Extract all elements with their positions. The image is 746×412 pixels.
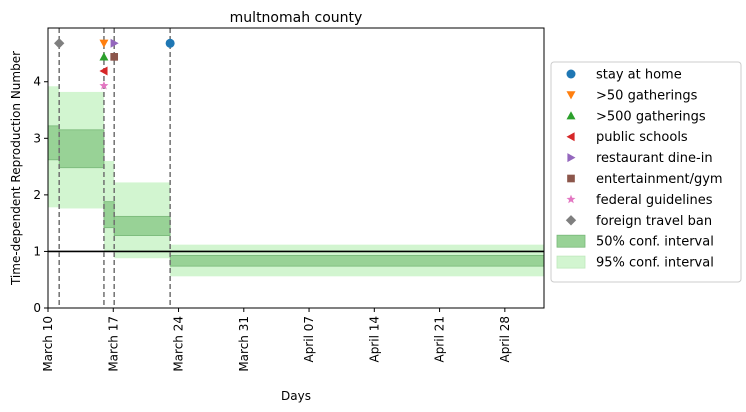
x-tick-label: April 21	[433, 316, 447, 363]
marker-restaurant-dine-in	[110, 38, 119, 48]
legend-marker-500-gatherings	[566, 111, 576, 120]
x-tick-label: April 07	[302, 316, 316, 363]
x-tick-label: March 10	[41, 316, 55, 372]
marker-500-gatherings	[99, 52, 109, 61]
x-axis-label: Days	[281, 389, 311, 403]
legend-label: stay at home	[596, 68, 682, 83]
x-tick-label: April 14	[367, 316, 381, 363]
legend-label: >50 gatherings	[596, 88, 698, 103]
legend-items: stay at home >50 gatherings >500 gathering…	[556, 68, 723, 271]
x-axis: March 10 March 17 March 24 March 31 April 07…	[41, 308, 512, 372]
y-tick-label: 3	[33, 131, 41, 145]
marker-stay-at-home	[165, 38, 175, 48]
ci50-band-segment-1	[47, 125, 60, 161]
legend-box	[550, 61, 742, 283]
y-tick-label: 2	[33, 188, 41, 202]
y-tick-label: 0	[33, 301, 41, 315]
legend-label: entertainment/gym	[596, 172, 723, 187]
y-tick-label: 4	[33, 75, 41, 89]
legend-swatch-50-conf-interval	[556, 234, 586, 248]
y-tick-label: 1	[33, 244, 41, 258]
marker-entertainment-gym	[110, 53, 119, 61]
ci50-band-segment-2	[58, 129, 105, 169]
legend: stay at home >50 gatherings >500 gathering…	[550, 61, 742, 283]
legend-marker-public-schools	[566, 132, 575, 142]
legend-marker-stay-at-home	[566, 69, 576, 79]
marker-50-gatherings	[99, 39, 109, 48]
legend-label: 95% conf. interval	[596, 256, 714, 271]
legend-marker-federal-guidelines	[566, 194, 576, 204]
ci50-band-segment-3	[103, 201, 115, 229]
x-tick-label: April 28	[498, 316, 512, 363]
x-tick-label: March 31	[237, 316, 251, 372]
legend-label: 50% conf. interval	[596, 235, 714, 250]
x-tick-label: March 24	[172, 316, 186, 372]
legend-marker-entertainment-gym	[567, 174, 575, 183]
ci50-band-segment-4	[113, 215, 171, 236]
legend-label: federal guidelines	[596, 193, 713, 208]
marker-federal-guidelines	[99, 80, 109, 90]
chart-title: multnomah county	[230, 10, 363, 26]
legend-swatch-95-conf-interval	[556, 255, 586, 269]
legend-marker-restaurant-dine-in	[567, 153, 576, 163]
x-tick-label: March 17	[106, 316, 120, 372]
plot-area	[47, 27, 545, 309]
marker-public-schools	[99, 66, 108, 76]
y-axis-label: Time-dependent Reproduction Number	[9, 51, 23, 286]
legend-marker-foreign-travel-ban	[565, 215, 577, 226]
y-axis: 0 1 2 3 4	[33, 75, 48, 315]
axes-frame	[47, 27, 545, 309]
ci50-band-segment-5	[169, 254, 545, 267]
legend-label: foreign travel ban	[596, 214, 712, 229]
intervention-lines-layer	[58, 28, 171, 308]
marker-foreign-travel-ban	[54, 38, 65, 49]
legend-label: public schools	[596, 130, 688, 145]
intervention-markers-layer	[54, 38, 175, 90]
legend-label: restaurant dine-in	[596, 151, 713, 166]
ci50-band-layer	[47, 125, 545, 267]
legend-label: >500 gatherings	[596, 109, 706, 124]
legend-marker-50-gatherings	[566, 91, 576, 100]
